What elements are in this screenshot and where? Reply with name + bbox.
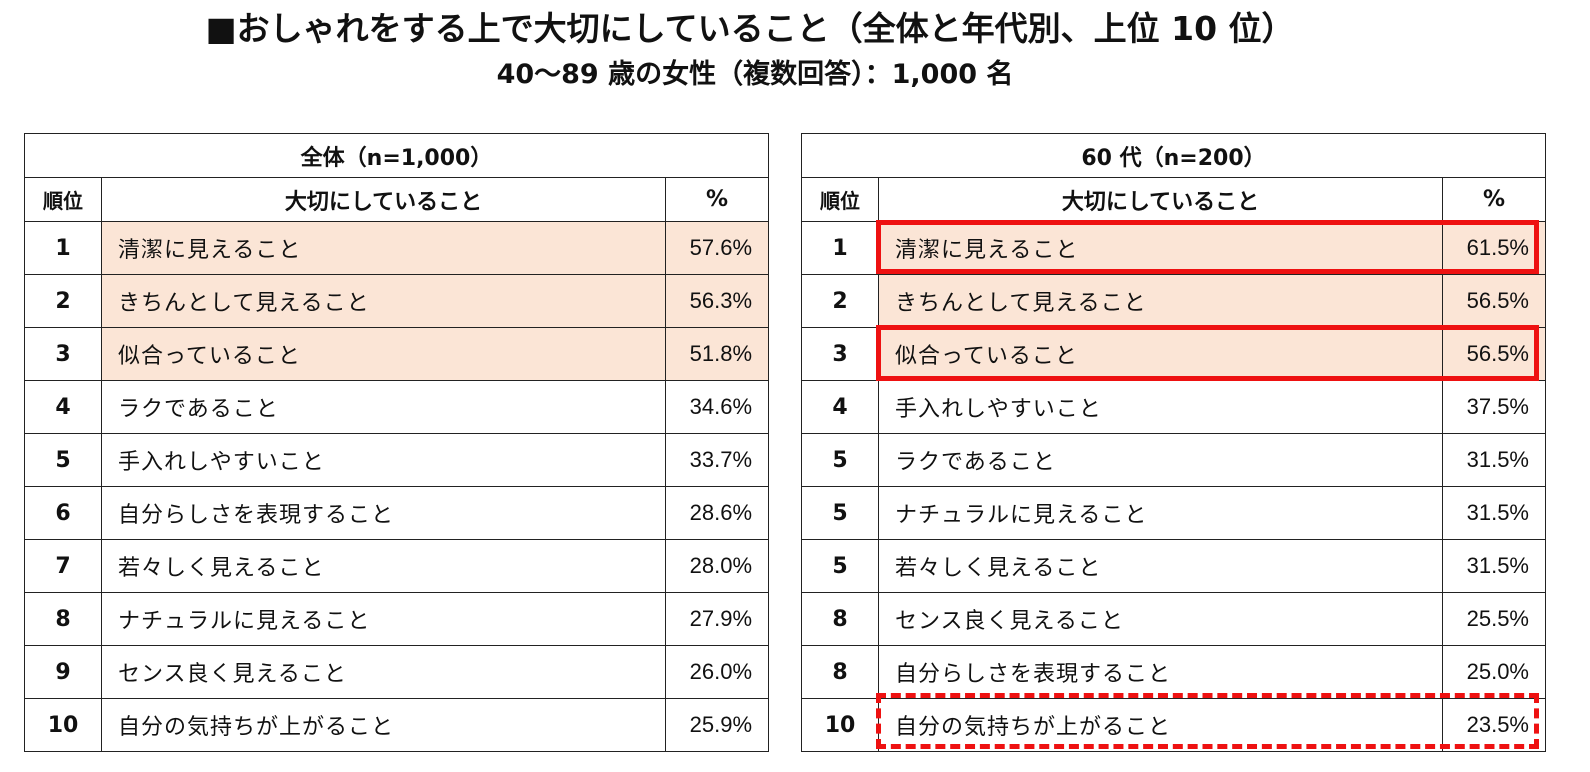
table-row: 9 センス良く見えること 26.0% [24, 645, 770, 699]
percent-cell: 37.5% [1442, 380, 1546, 434]
percent-cell: 33.7% [664, 433, 770, 487]
column-header-rank: 順位 [24, 177, 102, 222]
percent-cell: 61.5% [1442, 221, 1546, 275]
rank-cell: 10 [24, 698, 102, 752]
rank-cell: 2 [24, 274, 102, 328]
overall-table: 全体（n=1,000） 順位 大切にしていること % 1 清潔に見えること 57.6… [23, 133, 770, 752]
item-cell: 手入れしやすいこと [101, 433, 666, 487]
column-header-percent: % [664, 177, 770, 222]
percent-cell: 25.0% [1442, 645, 1546, 699]
table-header: 全体（n=1,000） [23, 133, 770, 178]
percent-cell: 31.5% [1442, 486, 1546, 540]
rank-cell: 4 [24, 380, 102, 434]
item-cell: ラクであること [101, 380, 666, 434]
item-cell: 若々しく見えること [101, 539, 666, 593]
table-row: 7 若々しく見えること 28.0% [24, 539, 770, 593]
table-row: 5 若々しく見えること 31.5% [801, 539, 1546, 593]
rank-cell: 3 [24, 327, 102, 381]
table-row: 5 ナチュラルに見えること 31.5% [801, 486, 1546, 540]
item-cell: 若々しく見えること [878, 539, 1443, 593]
percent-cell: 25.5% [1442, 592, 1546, 646]
table-row: 5 ラクであること 31.5% [801, 433, 1546, 487]
table-row: 3 似合っていること 56.5% [801, 327, 1546, 381]
percent-cell: 56.5% [1442, 274, 1546, 328]
rank-cell: 5 [801, 539, 879, 593]
item-cell: センス良く見えること [878, 592, 1443, 646]
percent-cell: 56.3% [664, 274, 770, 328]
page-title: ■おしゃれをする上で大切にしていること（全体と年代別、上位 10 位） [205, 9, 1295, 48]
table-row: 4 手入れしやすいこと 37.5% [801, 380, 1546, 434]
percent-cell: 34.6% [664, 380, 770, 434]
item-cell: 自分の気持ちが上がること [878, 698, 1443, 752]
item-cell: ナチュラルに見えること [101, 592, 666, 646]
percent-cell: 51.8% [664, 327, 770, 381]
item-cell: 自分らしさを表現すること [878, 645, 1443, 699]
percent-cell: 57.6% [664, 221, 770, 275]
rank-cell: 1 [801, 221, 879, 275]
table-row: 8 自分らしさを表現すること 25.0% [801, 645, 1546, 699]
percent-cell: 31.5% [1442, 539, 1546, 593]
column-header-item: 大切にしていること [101, 177, 666, 222]
rank-cell: 8 [801, 592, 879, 646]
table-header: 60 代（n=200） [801, 133, 1546, 178]
item-cell: センス良く見えること [101, 645, 666, 699]
percent-cell: 28.6% [664, 486, 770, 540]
percent-cell: 31.5% [1442, 433, 1546, 487]
item-cell: きちんとして見えること [878, 274, 1443, 328]
rank-cell: 5 [801, 486, 879, 540]
item-cell: きちんとして見えること [101, 274, 666, 328]
page-subtitle: 40～89 歳の女性（複数回答）：1,000 名 [496, 59, 1014, 90]
item-cell: 清潔に見えること [101, 221, 666, 275]
table-row: 10 自分の気持ちが上がること 23.5% [801, 698, 1546, 752]
rank-cell: 6 [24, 486, 102, 540]
table-row: 2 きちんとして見えること 56.3% [24, 274, 770, 328]
table-row: 10 自分の気持ちが上がること 25.9% [24, 698, 770, 752]
item-cell: ナチュラルに見えること [878, 486, 1443, 540]
rank-cell: 2 [801, 274, 879, 328]
rank-cell: 8 [801, 645, 879, 699]
rank-cell: 3 [801, 327, 879, 381]
item-cell: 似合っていること [878, 327, 1443, 381]
rank-cell: 4 [801, 380, 879, 434]
percent-cell: 25.9% [664, 698, 770, 752]
item-cell: 自分の気持ちが上がること [101, 698, 666, 752]
item-cell: 手入れしやすいこと [878, 380, 1443, 434]
percent-cell: 26.0% [664, 645, 770, 699]
item-cell: 似合っていること [101, 327, 666, 381]
table-row: 4 ラクであること 34.6% [24, 380, 770, 434]
table-row: 8 センス良く見えること 25.5% [801, 592, 1546, 646]
rank-cell: 7 [24, 539, 102, 593]
item-cell: 自分らしさを表現すること [101, 486, 666, 540]
rank-cell: 1 [24, 221, 102, 275]
percent-cell: 27.9% [664, 592, 770, 646]
rank-cell: 9 [24, 645, 102, 699]
rank-cell: 5 [24, 433, 102, 487]
table-row: 5 手入れしやすいこと 33.7% [24, 433, 770, 487]
table-row: 3 似合っていること 51.8% [24, 327, 770, 381]
table-row: 8 ナチュラルに見えること 27.9% [24, 592, 770, 646]
percent-cell: 56.5% [1442, 327, 1546, 381]
column-header-percent: % [1442, 177, 1546, 222]
table-row: 2 きちんとして見えること 56.5% [801, 274, 1546, 328]
table-row: 1 清潔に見えること 57.6% [24, 221, 770, 275]
rank-cell: 8 [24, 592, 102, 646]
percent-cell: 28.0% [664, 539, 770, 593]
item-cell: 清潔に見えること [878, 221, 1443, 275]
column-header-item: 大切にしていること [878, 177, 1443, 222]
item-cell: ラクであること [878, 433, 1443, 487]
table-row: 1 清潔に見えること 61.5% [801, 221, 1546, 275]
rank-cell: 10 [801, 698, 879, 752]
table-row: 6 自分らしさを表現すること 28.6% [24, 486, 770, 540]
sixties-table: 60 代（n=200） 順位 大切にしていること % 1 清潔に見えること 61.5… [801, 133, 1546, 752]
rank-cell: 5 [801, 433, 879, 487]
column-header-rank: 順位 [801, 177, 879, 222]
percent-cell: 23.5% [1442, 698, 1546, 752]
